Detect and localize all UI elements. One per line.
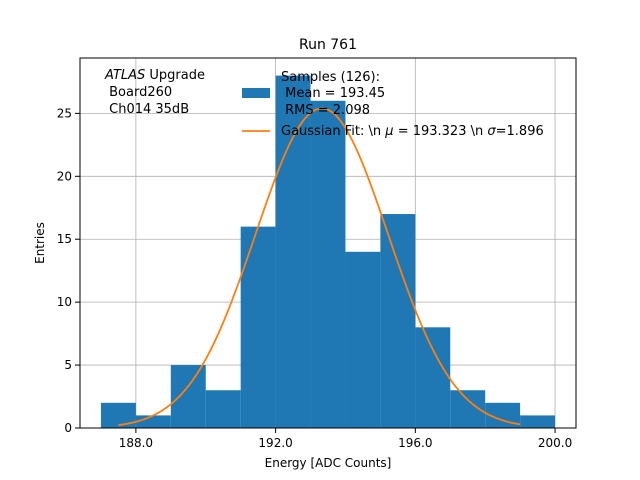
plot-frame: [79, 57, 577, 429]
legend-hist-swatch: [242, 88, 270, 98]
atlas-label-channel: Ch014 35dB: [105, 102, 189, 117]
histogram-bar-8: [380, 214, 416, 428]
chart-title: Run 761: [299, 37, 357, 53]
histogram-bar-3: [205, 390, 241, 428]
gaussian-fit: [118, 107, 521, 427]
y-tick-label-3: 15: [57, 232, 72, 246]
histogram-bar-9: [415, 327, 451, 428]
histogram-bar-4: [240, 226, 276, 428]
x-tick-label-1: 192.0: [258, 436, 292, 450]
histogram-bar-2: [170, 365, 206, 428]
y-tick-label-5: 25: [57, 106, 72, 120]
legend: Samples (126): Mean = 193.45 RMS = 2.098…: [242, 70, 544, 139]
legend-fit-label: Gaussian Fit: \n μ = 193.323 \n σ=1.896: [281, 124, 544, 139]
histogram-bar-12: [520, 415, 556, 428]
histogram-bar-0: [100, 402, 136, 428]
x-tick-label-2: 196.0: [398, 436, 432, 450]
histogram-bar-7: [345, 251, 381, 428]
y-axis-label: Entries: [33, 222, 47, 264]
atlas-label-upgrade: Upgrade: [145, 68, 205, 83]
legend-hist-line3: RMS = 2.098: [281, 103, 370, 118]
y-tick-label-2: 10: [57, 295, 72, 309]
histogram-bars: [100, 75, 556, 428]
histogram-bar-5: [275, 75, 311, 428]
y-tick-label-0: 0: [64, 421, 72, 435]
legend-hist-line2: Mean = 193.45: [281, 86, 385, 101]
atlas-label: ATLAS Upgrade Board260 Ch014 35dB: [104, 68, 205, 117]
x-axis-label: Energy [ADC Counts]: [265, 456, 392, 470]
x-tick-label-0: 188.0: [119, 436, 153, 450]
histogram-bar-6: [310, 100, 346, 428]
legend-hist-line1: Samples (126):: [281, 70, 380, 85]
y-tick-label-4: 20: [57, 169, 72, 183]
atlas-label-italic: ATLAS: [104, 68, 145, 83]
atlas-label-line1: ATLAS Upgrade: [104, 68, 205, 83]
axis-ticks: 188.0 192.0 196.0 200.0 0 5 10 15 20 25: [57, 106, 573, 450]
histogram-bar-1: [135, 415, 171, 428]
atlas-label-board: Board260: [105, 85, 172, 100]
y-tick-label-1: 5: [64, 358, 72, 372]
gaussian-fit-curve: [118, 107, 521, 427]
x-tick-label-3: 200.0: [538, 436, 572, 450]
